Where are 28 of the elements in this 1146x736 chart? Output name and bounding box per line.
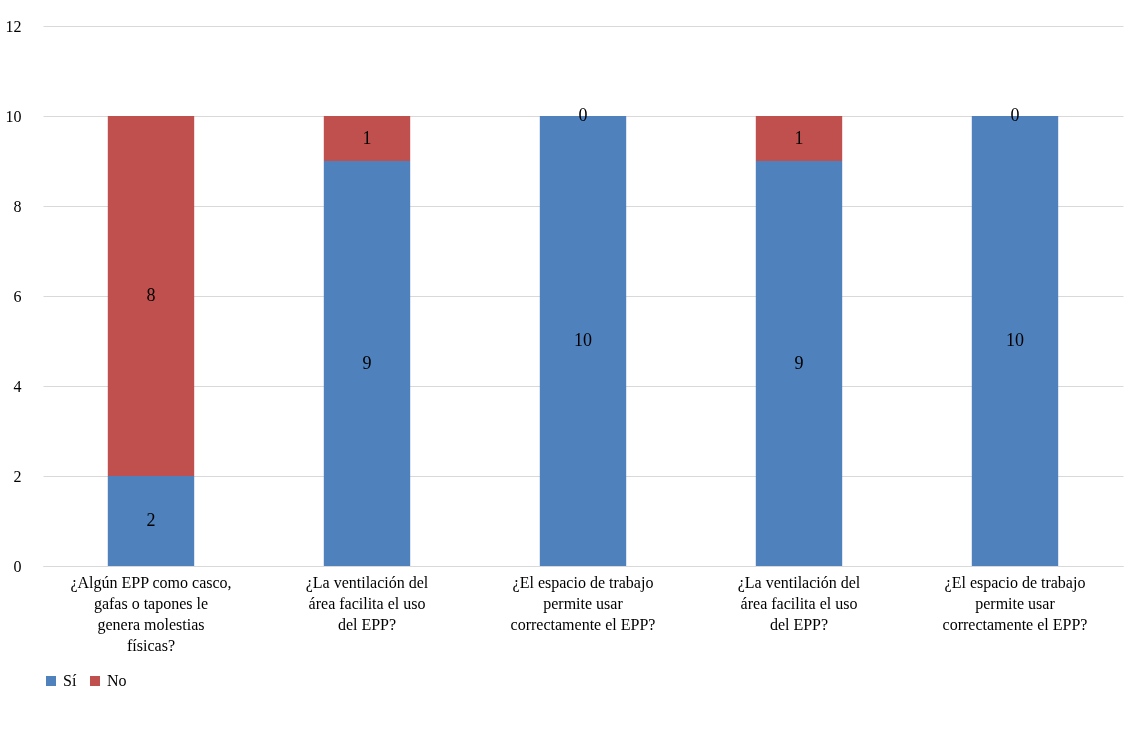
y-tick-label: 6	[13, 287, 22, 305]
data-label: 9	[362, 352, 372, 373]
data-label: 8	[146, 285, 156, 305]
y-tick-label: 2	[13, 467, 22, 485]
x-tick-label: ¿La ventilación del área facilita el uso del EPP?	[737, 573, 861, 633]
bar	[755, 161, 843, 566]
x-tick-label: ¿El espacio de trabajo permite usar correctamente el EPP?	[510, 573, 656, 633]
x-tick-label: ¿Algún EPP como casco, gafas o tapones le genera molestias físicas?	[70, 573, 232, 654]
x-tick-label: ¿El espacio de trabajo permite usar correctamente el EPP?	[942, 573, 1088, 633]
y-tick-label: 0	[13, 557, 22, 575]
data-label: 9	[794, 352, 804, 373]
y-tick-label: 10	[5, 107, 22, 125]
y-tick-label: 4	[13, 377, 22, 395]
bar	[755, 116, 843, 161]
data-label: 2	[146, 510, 156, 530]
data-label: 1	[362, 127, 372, 148]
data-label: 10	[574, 330, 592, 350]
data-label: 10	[1006, 330, 1024, 350]
bar	[323, 116, 411, 161]
bar	[107, 476, 195, 566]
bar	[107, 116, 195, 476]
y-tick-label: 12	[5, 17, 22, 35]
legend-label: Sí	[63, 672, 77, 689]
y-tick-label: 8	[13, 197, 22, 215]
data-label: 1	[794, 127, 804, 148]
bar	[323, 161, 411, 566]
legend-label: No	[107, 672, 127, 689]
x-tick-label: ¿La ventilación del área facilita el uso del EPP?	[305, 573, 429, 633]
